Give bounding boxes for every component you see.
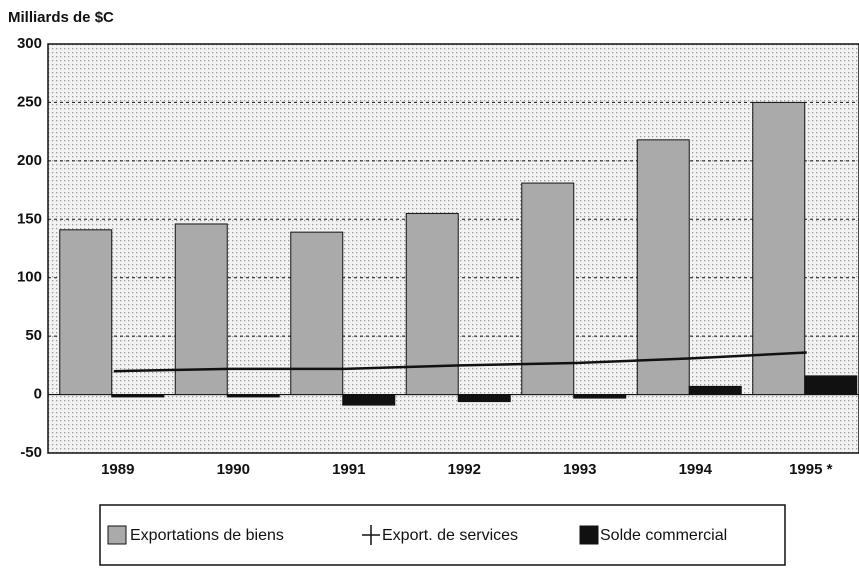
y-tick-label: 100 [17, 269, 42, 286]
x-tick-label: 1992 [448, 461, 481, 478]
x-tick-label: 1989 [101, 461, 134, 478]
legend-swatch [579, 525, 599, 545]
bar [59, 229, 113, 396]
bar [804, 375, 858, 396]
x-tick-label: 1993 [563, 461, 596, 478]
x-tick-label: 1995 * [789, 461, 833, 478]
line [113, 351, 807, 373]
legend-label: Export. de services [382, 527, 518, 544]
y-tick-label: 0 [34, 386, 42, 403]
y-tick-label: -50 [20, 444, 42, 461]
legend-label: Solde commercial [600, 527, 727, 544]
bar [226, 394, 280, 398]
bar [174, 223, 228, 396]
x-tick-label: 1994 [679, 461, 713, 478]
bar [752, 101, 806, 396]
bar [636, 139, 690, 396]
bar [521, 182, 575, 396]
legend [99, 504, 786, 566]
x-tick-label: 1991 [332, 461, 365, 478]
y-tick-label: 250 [17, 93, 42, 110]
bar [688, 385, 742, 396]
bar [457, 394, 511, 403]
y-tick-label: 300 [17, 35, 42, 52]
bar [342, 394, 396, 406]
bar [111, 394, 165, 398]
y-tick-label: 200 [17, 152, 42, 169]
x-tick-label: 1990 [217, 461, 250, 478]
bar [573, 394, 627, 399]
legend-label: Exportations de biens [130, 527, 284, 544]
legend-swatch [107, 525, 127, 545]
bar [405, 212, 459, 396]
chart-title: Milliards de $C [8, 9, 114, 26]
bar [290, 231, 344, 396]
y-tick-label: 50 [25, 327, 42, 344]
y-tick-label: 150 [17, 210, 42, 227]
